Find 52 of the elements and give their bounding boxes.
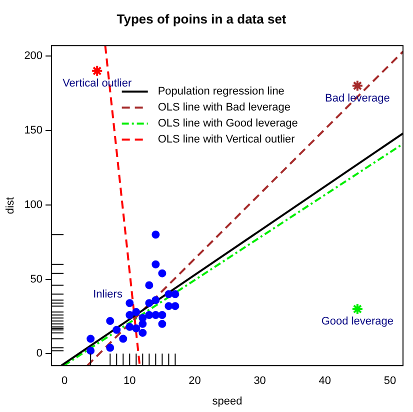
- point: [164, 290, 173, 298]
- y-tick-label: 150: [24, 124, 43, 136]
- point: [138, 320, 147, 328]
- y-tick-label: 100: [24, 198, 43, 211]
- point: [351, 303, 364, 316]
- y-axis-title: dist: [4, 197, 17, 214]
- y-tick-label: 50: [30, 273, 43, 286]
- y-tick-label: 0: [36, 348, 43, 360]
- point: [106, 316, 114, 325]
- legend-label: OLS line with Bad leverage: [158, 102, 291, 114]
- point: [126, 310, 134, 319]
- point: [164, 302, 173, 310]
- point: [119, 334, 128, 343]
- point: [158, 269, 166, 278]
- point: [106, 344, 114, 352]
- x-tick-label: 30: [254, 375, 266, 388]
- x-tick-label: 10: [124, 375, 136, 388]
- point: [126, 299, 134, 308]
- annotation: Inliers: [93, 288, 123, 300]
- legend-label: OLS line with Good leverage: [158, 118, 298, 130]
- point: [152, 296, 160, 304]
- annotation: Bad leverage: [325, 92, 390, 104]
- x-tick-label: 50: [384, 375, 396, 388]
- point: [138, 328, 147, 337]
- point: [112, 326, 121, 334]
- point: [158, 310, 166, 319]
- point: [351, 80, 364, 92]
- point: [158, 320, 166, 328]
- point: [86, 346, 95, 355]
- y-tick-label: 200: [24, 50, 43, 62]
- point: [86, 334, 95, 343]
- point: [152, 310, 160, 319]
- point: [152, 230, 160, 239]
- annotation: Good leverage: [321, 316, 394, 328]
- point: [145, 281, 154, 290]
- x-tick-label: 0: [62, 375, 68, 388]
- point: [145, 310, 154, 319]
- point: [132, 308, 140, 316]
- legend-label: Population regression line: [158, 86, 284, 98]
- point: [91, 64, 104, 77]
- point: [171, 302, 180, 310]
- annotation: Vertical outlier: [62, 77, 132, 90]
- point: [171, 290, 180, 298]
- chart-title: Types of poins in a data set: [116, 11, 287, 26]
- legend-label: OLS line with Vertical outlier: [158, 134, 296, 146]
- point: [145, 299, 154, 308]
- point: [152, 260, 160, 268]
- point: [126, 322, 134, 331]
- x-tick-label: 20: [188, 375, 201, 388]
- point: [132, 324, 140, 332]
- x-tick-label: 40: [318, 375, 332, 388]
- x-axis-title: speed: [212, 395, 242, 408]
